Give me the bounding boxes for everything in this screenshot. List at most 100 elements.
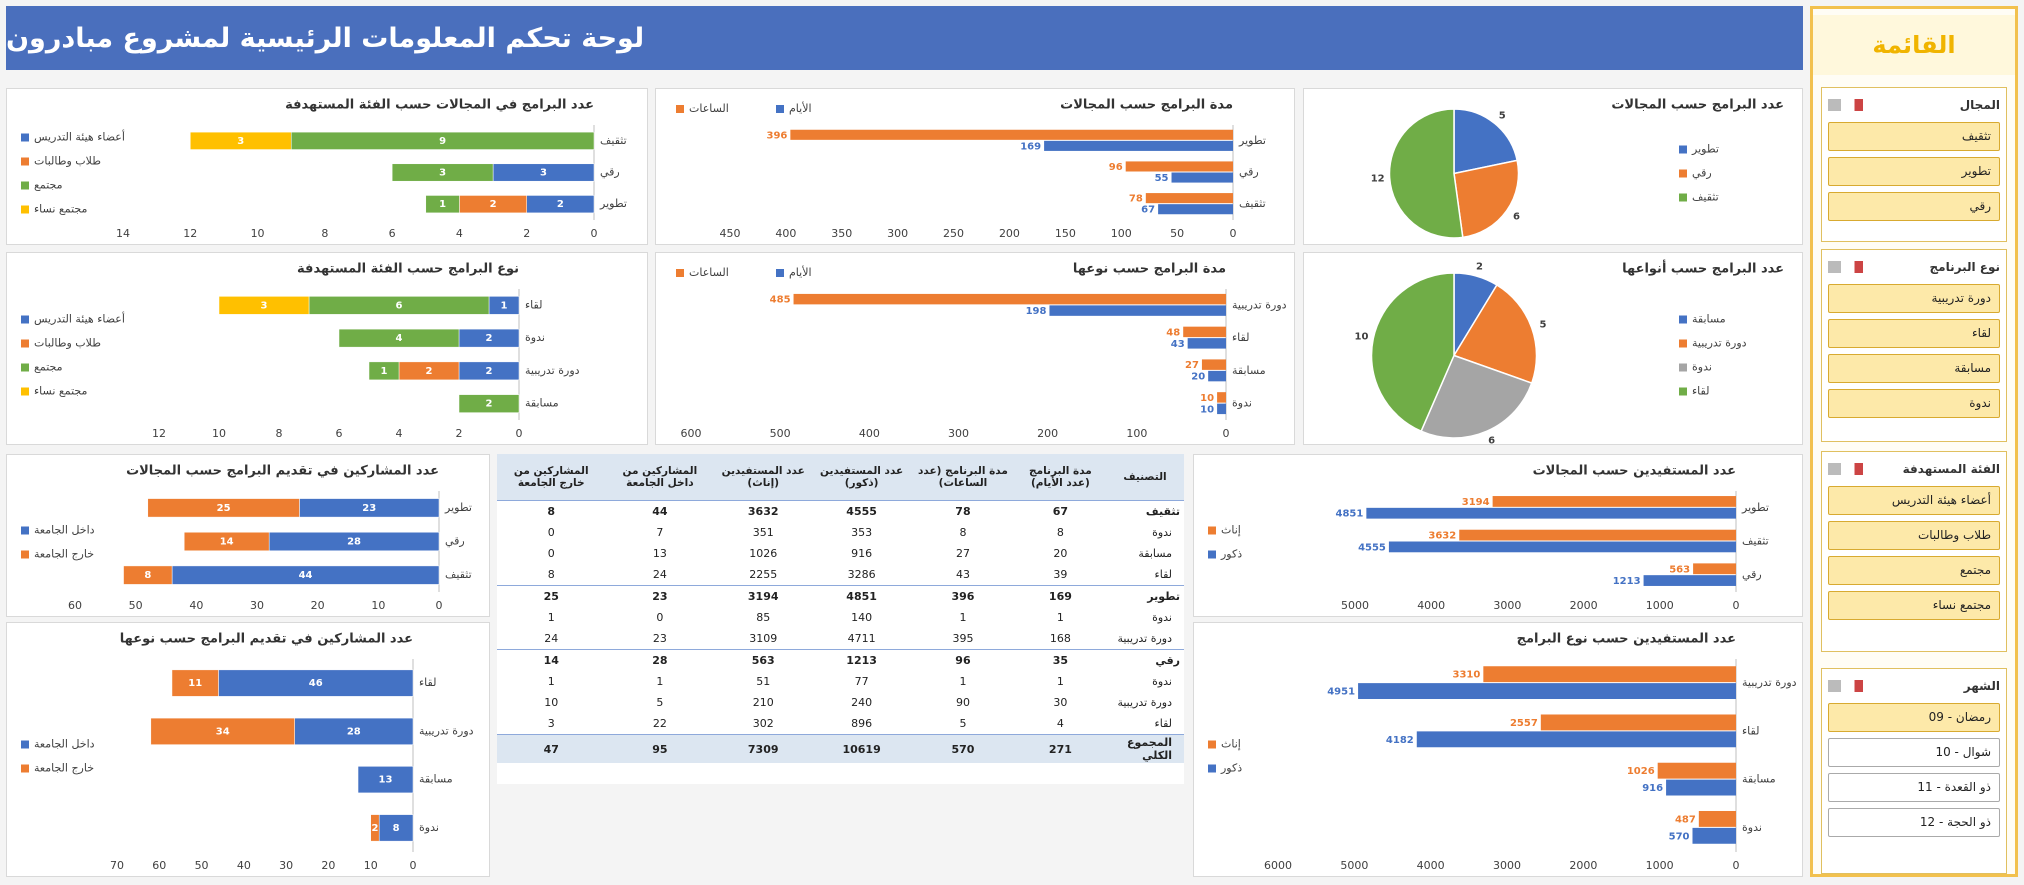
- y-tick-label: رقي: [1239, 166, 1259, 179]
- bar: [1187, 338, 1226, 349]
- sub-row: دورة تدريبية 168 395 4711 3109 23 24: [497, 628, 1184, 650]
- bar: [1183, 326, 1226, 338]
- cell: 28: [605, 649, 715, 671]
- bar: [1217, 392, 1226, 403]
- x-tick-label: 250: [943, 227, 964, 240]
- bar: [1483, 666, 1736, 683]
- cell: 0: [547, 526, 555, 539]
- sub-row: ندوة 8 8 353 351 7 0: [497, 522, 1184, 543]
- slicer-item[interactable]: تثقيف: [1828, 122, 2000, 151]
- slicer-item[interactable]: تطوير: [1828, 157, 2000, 186]
- data-label: 6: [396, 300, 403, 311]
- cell: 4851: [812, 585, 912, 607]
- chart-title: عدد المستفيدين حسب نوع البرامج: [1517, 632, 1736, 647]
- y-tick-label: ندوة: [1742, 821, 1762, 834]
- bar: [1459, 529, 1736, 541]
- slicer-item[interactable]: أعضاء هيئة التدريس: [1828, 486, 2000, 515]
- chart-title: نوع البرامج حسب الفئة المستهدفة: [297, 262, 519, 277]
- legend-label: الأيام: [789, 265, 812, 279]
- slicer-item[interactable]: رقي: [1828, 192, 2000, 221]
- slicer-item[interactable]: رمضان - 09: [1828, 703, 2000, 732]
- cell: 47: [497, 734, 606, 763]
- cell: 140: [851, 611, 873, 624]
- cell: 95: [605, 734, 715, 763]
- data-label: 96: [1109, 162, 1123, 173]
- y-tick-label: تثقيف: [1742, 535, 1769, 548]
- data-label: 3: [237, 136, 244, 147]
- data-label: 570: [1669, 831, 1690, 842]
- x-tick-label: 2: [523, 227, 530, 240]
- data-label: 4182: [1386, 735, 1414, 746]
- bar-segment: [391, 163, 494, 182]
- cell: 1: [547, 675, 555, 688]
- row-label: المجموع الكلي: [1105, 734, 1184, 763]
- pie-slice: [1388, 108, 1464, 239]
- slicer-header: الفئة المستهدفة: [1828, 458, 2000, 480]
- data-label: 14: [220, 537, 234, 548]
- slicer-item[interactable]: مسابقة: [1828, 354, 2000, 383]
- slicer-item[interactable]: ذو الحجة - 12: [1828, 808, 2000, 837]
- bar: [1666, 779, 1736, 796]
- cell: 1: [656, 675, 664, 688]
- slicer-icons[interactable]: [1828, 680, 1872, 692]
- y-tick-label: لقاء: [1742, 724, 1759, 737]
- slicer-item[interactable]: طلاب وطالبات: [1828, 521, 2000, 550]
- slicer-item[interactable]: ذو القعدة - 11: [1828, 773, 2000, 802]
- data-label: 563: [1669, 564, 1690, 575]
- header-row: التصنيف مدة البرنامج (عدد الأيام) مدة البر…: [497, 454, 1184, 501]
- x-tick-label: 0: [516, 427, 523, 440]
- x-tick-label: 450: [720, 227, 741, 240]
- x-tick-label: 3000: [1493, 599, 1521, 612]
- bar: [1693, 563, 1736, 575]
- legend-swatch: [1208, 526, 1216, 535]
- slicer-icons[interactable]: [1828, 261, 1872, 273]
- slicer-item[interactable]: مجتمع: [1828, 556, 2000, 585]
- slicer-item[interactable]: ندوة: [1828, 389, 2000, 418]
- slicer-icons[interactable]: [1828, 463, 1872, 475]
- legend-label: خارج الجامعة: [34, 762, 94, 775]
- y-tick-label: تطوير: [444, 501, 472, 514]
- data-label: 396: [766, 130, 787, 141]
- x-tick-label: 5000: [1340, 859, 1368, 872]
- chart: عدد البرامج حسب المجالات 5 6 12 تطوير رقي تثقي…: [1371, 98, 1784, 239]
- y-tick-label: تثقيف: [445, 568, 472, 581]
- legend-label: مجتمع نساء: [34, 385, 88, 398]
- data-label: 55: [1155, 173, 1169, 184]
- data-label: 48: [1166, 327, 1180, 338]
- legend-swatch: [1679, 145, 1687, 154]
- sub-row: مسابقة 20 27 916 1026 13 0: [497, 543, 1184, 564]
- y-tick-label: لقاء: [525, 298, 542, 311]
- legend-swatch: [676, 269, 684, 277]
- slicer-item[interactable]: دورة تدريبية: [1828, 284, 2000, 313]
- pivot-table: التصنيف مدة البرنامج (عدد الأيام) مدة البر…: [497, 454, 1184, 784]
- total-row: المجموع الكلي 271 570 10619 7309 95 47: [497, 734, 1184, 763]
- cell: 90: [955, 696, 970, 709]
- cell: 570: [911, 734, 1015, 763]
- slicer-icons[interactable]: [1828, 99, 1872, 111]
- cell: 916: [851, 547, 873, 560]
- legend-swatch: [776, 105, 784, 113]
- legend-label: رقي: [1692, 167, 1712, 180]
- legend-label: تطوير: [1691, 143, 1719, 156]
- x-tick-label: 1000: [1646, 859, 1674, 872]
- y-tick-label: دورة تدريبية: [1742, 676, 1797, 689]
- slicer-item[interactable]: شوال - 10: [1828, 738, 2000, 767]
- bar: [1492, 496, 1736, 507]
- chart-title: مدة البرامج حسب المجالات: [1060, 98, 1233, 113]
- row-label: ندوة: [1152, 675, 1172, 688]
- cell: 8: [547, 568, 555, 581]
- x-tick-label: 50: [129, 599, 143, 612]
- bar: [1388, 541, 1736, 553]
- y-tick-label: مسابقة: [1232, 364, 1266, 377]
- cell: 23: [605, 585, 715, 607]
- cell: 78: [911, 500, 1015, 522]
- data-label: 2: [486, 333, 493, 344]
- x-tick-label: 30: [279, 859, 293, 872]
- x-tick-label: 0: [1223, 427, 1230, 440]
- pie-slice: [1453, 159, 1520, 239]
- data-label: 2: [371, 823, 378, 834]
- slicer-item[interactable]: مجتمع نساء: [1828, 591, 2000, 620]
- data-label: 2: [557, 199, 564, 210]
- slicer-item[interactable]: لقاء: [1828, 319, 2000, 348]
